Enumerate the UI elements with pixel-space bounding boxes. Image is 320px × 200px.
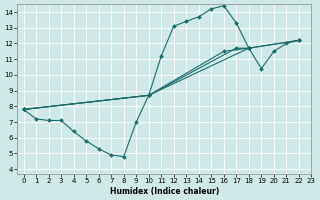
X-axis label: Humidex (Indice chaleur): Humidex (Indice chaleur): [110, 187, 219, 196]
